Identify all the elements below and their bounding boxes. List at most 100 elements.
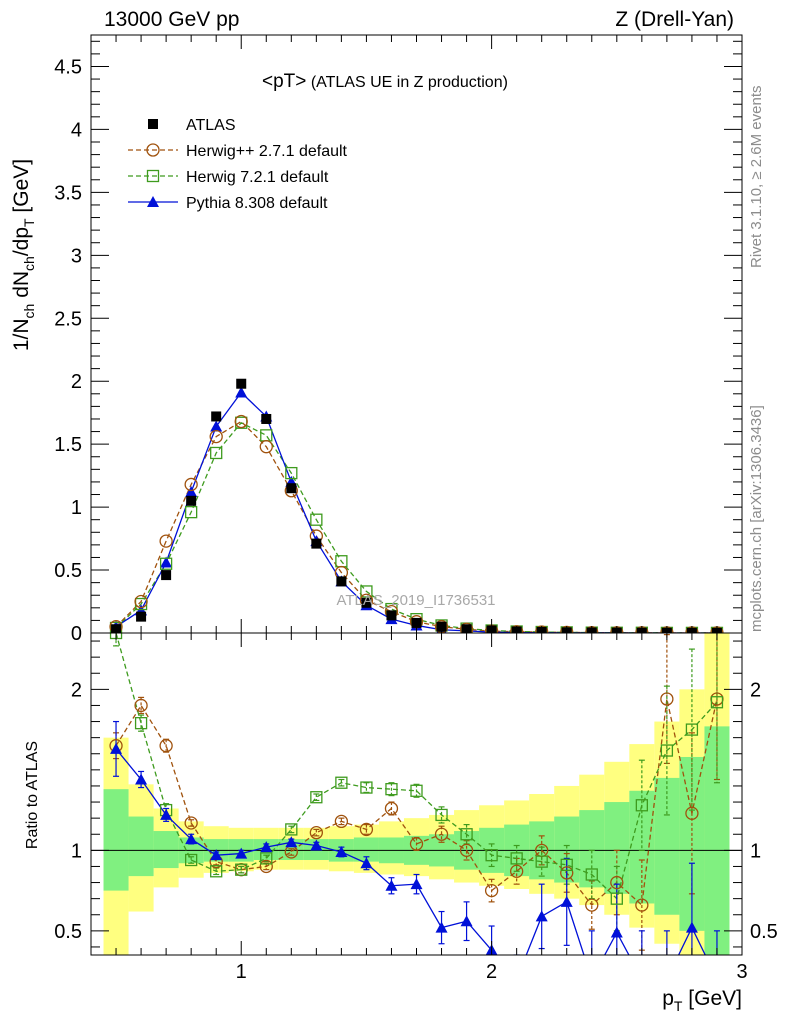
band-inner-bin [153, 831, 179, 869]
ratio-point-herwig-7-2-1-default [335, 776, 348, 789]
ratio-point-herwig-2-7-1-default [159, 739, 173, 753]
y-tick-label: 0.5 [54, 560, 82, 582]
ratio-point-herwig-2-7-1-default [685, 806, 699, 820]
y-tick-label: 2 [71, 371, 82, 393]
data-point-atlas [161, 570, 172, 581]
ratio-point-pythia-8-308-default [460, 915, 473, 927]
legend-label-herwig-2-7-1-default: Herwig++ 2.7.1 default [186, 143, 348, 160]
ratio-point-herwig-2-7-1-default [334, 814, 349, 829]
rivet-version-label: Rivet 3.1.10, ≥ 2.6M events [748, 85, 765, 269]
ratio-point-herwig-2-7-1-default [134, 698, 148, 713]
y-tick-label: 2.5 [54, 308, 82, 330]
ratio-point-pythia-8-308-default [661, 973, 673, 984]
ratio-point-pythia-8-308-default [535, 910, 548, 922]
y-tick-label: 0 [71, 623, 82, 645]
axis-ticks [91, 35, 742, 955]
data-point-atlas [286, 483, 297, 494]
ratio-point-pythia-8-308-default [310, 839, 323, 851]
ratio-point-pythia-8-308-default [711, 973, 723, 984]
ratio-point-herwig-7-2-1-default [385, 783, 398, 796]
data-point-herwig-2-7-1-default [184, 477, 198, 492]
ratio-point-pythia-8-308-default [160, 808, 173, 820]
ratio-point-pythia-8-308-default [360, 857, 373, 869]
data-point-pythia-8-308-default [185, 485, 198, 497]
data-point-herwig-2-7-1-default [535, 625, 549, 633]
ratio-point-herwig-7-2-1-default [460, 828, 473, 841]
ratio-point-pythia-8-308-default [260, 841, 273, 853]
ratio-axis-title: Ratio to ATLAS [24, 741, 41, 849]
ratio-point-pythia-8-308-default [410, 878, 423, 890]
y-tick-label: 3 [71, 245, 82, 267]
ratio-point-herwig-7-2-1-default [710, 696, 724, 709]
ratio-y-tick-label-right: 1 [750, 840, 761, 862]
band-inner-bin [128, 816, 154, 877]
band-inner-bin [604, 802, 630, 894]
ratio-point-herwig-7-2-1-default [560, 858, 573, 871]
data-point-atlas [136, 611, 147, 622]
ratio-point-herwig-7-2-1-default [610, 892, 623, 905]
ratio-point-herwig-7-2-1-default [235, 863, 248, 876]
data-point-herwig-2-7-1-default [234, 414, 248, 429]
ratio-point-pythia-8-308-default [335, 845, 348, 857]
ratio-point-herwig-2-7-1-default [610, 875, 624, 890]
ratio-point-pythia-8-308-default [586, 973, 598, 984]
ratio-point-herwig-7-2-1-default [260, 852, 273, 865]
ratio-point-pythia-8-308-default [385, 879, 398, 891]
svg-text:1/Nch dNch/dpT [GeV]: 1/Nch dNch/dpT [GeV] [10, 159, 37, 351]
ratio-point-herwig-2-7-1-default [660, 692, 674, 706]
data-point-herwig-7-2-1-default [210, 446, 223, 460]
legend-marker-atlas [148, 119, 158, 129]
ratio-point-herwig-7-2-1-default [535, 855, 548, 868]
data-point-pythia-8-308-default [160, 556, 173, 568]
data-point-atlas [236, 378, 247, 389]
band-inner-bin [654, 777, 680, 915]
legend-marker-herwig-2-7-1-default [146, 143, 160, 157]
data-point-herwig-7-2-1-default [285, 466, 298, 480]
data-point-atlas [261, 413, 272, 424]
data-point-atlas [186, 495, 197, 506]
ratio-point-pythia-8-308-default [560, 895, 573, 907]
ratio-point-herwig-7-2-1-default [660, 744, 674, 757]
data-point-herwig-7-2-1-default [360, 585, 373, 598]
data-point-atlas [386, 610, 397, 621]
analysis-watermark: ATLAS_2019_I1736531 [336, 592, 495, 609]
ratio-point-pythia-8-308-default [110, 742, 123, 754]
data-point-herwig-2-7-1-default [459, 622, 474, 633]
ratio-point-herwig-7-2-1-default [485, 849, 498, 862]
x-tick-label: 2 [486, 961, 497, 983]
ratio-point-herwig-7-2-1-default [435, 808, 448, 822]
data-point-herwig-2-7-1-default [209, 429, 223, 444]
data-point-herwig-2-7-1-default [259, 440, 273, 454]
data-point-pythia-8-308-default [210, 420, 223, 432]
ratio-point-herwig-2-7-1-default [434, 827, 449, 841]
ratio-y-tick-label: 0.5 [54, 921, 82, 943]
data-point-herwig-7-2-1-default [260, 429, 273, 442]
ratio-point-pythia-8-308-default [235, 847, 248, 859]
legend-marker-herwig-7-2-1-default [146, 169, 160, 183]
y-tick-label: 3.5 [54, 182, 82, 204]
x-tick-label: 1 [236, 961, 247, 983]
ratio-panel-series [109, 633, 724, 984]
y-tick-label: 4 [71, 119, 82, 141]
data-point-atlas [336, 576, 347, 587]
ratio-point-herwig-7-2-1-default [685, 723, 699, 736]
ratio-point-herwig-7-2-1-default [285, 823, 298, 836]
data-point-atlas [211, 411, 222, 422]
data-point-herwig-7-2-1-default [159, 557, 173, 570]
data-point-atlas [411, 617, 422, 628]
ratio-point-herwig-7-2-1-default [185, 853, 198, 867]
ratio-point-herwig-7-2-1-default [410, 784, 423, 797]
data-point-herwig-2-7-1-default [510, 625, 524, 633]
ratio-point-pythia-8-308-default [685, 921, 698, 933]
ratio-point-herwig-2-7-1-default [359, 822, 374, 837]
ratio-point-pythia-8-308-default [435, 921, 448, 933]
ratio-point-herwig-2-7-1-default [259, 859, 273, 874]
ratio-point-herwig-2-7-1-default [484, 883, 499, 898]
ratio-point-herwig-2-7-1-default [184, 816, 198, 830]
mcplots-label: mcplots.cern.ch [arXiv:1306.3436] [748, 405, 765, 632]
collision-label: 13000 GeV pp [104, 8, 240, 31]
ratio-point-herwig-7-2-1-default [635, 799, 648, 812]
legend-label-pythia-8-308-default: Pythia 8.308 default [186, 195, 328, 212]
ratio-y-tick-label: 2 [71, 679, 82, 701]
